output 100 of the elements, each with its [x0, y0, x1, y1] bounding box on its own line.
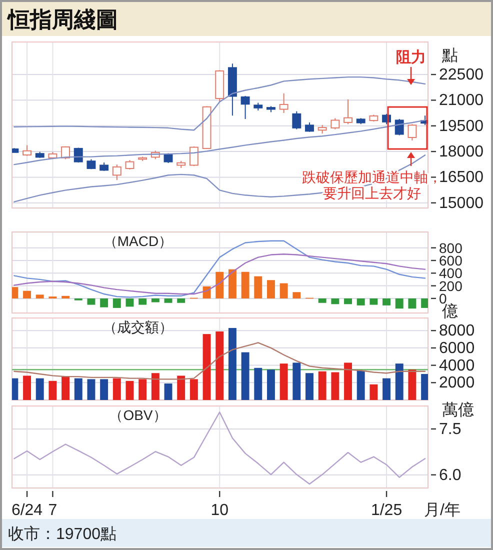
y-tick-label: 21000: [439, 92, 484, 110]
chart-title: （成交額）: [103, 319, 173, 335]
bar: [126, 298, 134, 307]
bar: [190, 379, 198, 400]
bar: [151, 298, 160, 302]
candlestick: [292, 110, 302, 130]
bar: [395, 364, 404, 400]
bar: [100, 379, 108, 400]
chart-title: （OBV）: [109, 407, 167, 423]
bar: [126, 380, 134, 400]
bar: [344, 362, 352, 400]
chart-title: （MACD）: [103, 233, 173, 249]
bar: [48, 380, 57, 400]
bar: [216, 272, 224, 298]
bar: [36, 294, 44, 298]
bar: [254, 276, 262, 298]
y-tick-label: 7.5: [439, 420, 462, 438]
bar: [266, 280, 275, 298]
bar: [344, 298, 352, 304]
y-tick-label: 6.0: [439, 466, 462, 484]
bar: [87, 298, 96, 305]
bar: [100, 298, 108, 308]
line-series: [14, 76, 426, 131]
bar: [112, 378, 121, 400]
y-axis-title: 億: [442, 302, 458, 321]
chart-title: 恒指周綫圖: [6, 7, 118, 33]
bar: [36, 378, 44, 400]
bar: [241, 272, 250, 298]
y-tick-label: 8000: [439, 322, 475, 340]
bar: [382, 378, 391, 400]
text: 收市：19700點: [8, 525, 116, 543]
line-series: [14, 412, 426, 485]
bar: [370, 298, 378, 305]
candlestick: [240, 95, 250, 120]
x-tick-label: 7: [48, 502, 58, 519]
bar: [241, 352, 250, 400]
bar: [151, 373, 160, 400]
y-tick-label: 16500: [439, 169, 484, 186]
line-series: [14, 342, 426, 380]
candlestick: [344, 98, 352, 125]
bar: [292, 362, 301, 400]
bar: [331, 372, 340, 400]
bar: [202, 334, 211, 400]
y-tick-label: 2000: [439, 374, 475, 392]
bar: [280, 283, 288, 298]
bar: [177, 298, 186, 303]
candlestick: [330, 118, 340, 130]
bar: [216, 331, 224, 400]
candlestick: [408, 124, 417, 141]
candlestick: [305, 122, 314, 132]
candlestick: [125, 160, 134, 170]
x-tick-label: 6/24: [11, 502, 43, 519]
bar: [62, 296, 70, 298]
candlestick: [279, 92, 288, 114]
x-tick-label: 1/25: [370, 502, 402, 519]
y-tick-label: 18000: [439, 144, 484, 161]
bar: [112, 298, 121, 308]
y-axis-title: 萬億: [442, 400, 474, 419]
bar: [421, 374, 428, 400]
bar: [306, 373, 314, 400]
bar: [292, 292, 301, 298]
y-tick-label: 6000: [439, 340, 475, 357]
candlestick: [164, 152, 173, 164]
y-tick-label: 19500: [439, 118, 484, 135]
bar: [177, 376, 186, 400]
bar: [254, 368, 262, 400]
y-tick-label: 4000: [439, 357, 475, 374]
bar: [331, 298, 340, 304]
bar: [408, 370, 416, 400]
bar: [280, 364, 288, 400]
candlestick: [61, 146, 70, 160]
bar: [87, 379, 96, 400]
y-tick-label: 22500: [439, 66, 484, 84]
x-axis-title: 月/年: [424, 502, 460, 519]
bar: [408, 298, 416, 309]
candlestick: [394, 118, 404, 136]
bar: [318, 298, 326, 303]
bar: [138, 379, 147, 400]
bar: [395, 298, 404, 309]
bar: [356, 370, 365, 400]
bar: [382, 298, 391, 306]
bar: [138, 298, 147, 305]
bar: [74, 378, 82, 400]
bar: [318, 371, 326, 400]
bar: [266, 370, 275, 400]
candlestick: [22, 144, 32, 156]
bar: [421, 298, 428, 308]
y-tick-label: 15000: [439, 194, 484, 212]
bar: [164, 384, 172, 400]
bar: [23, 290, 31, 298]
x-tick-label: 10: [210, 502, 229, 519]
bar: [370, 384, 378, 400]
y-axis-title: 點: [441, 48, 458, 65]
line-series: [14, 254, 426, 295]
bar: [228, 269, 236, 298]
bar: [356, 298, 365, 306]
annotation: 阻力: [396, 49, 426, 66]
bar: [228, 328, 236, 400]
candlestick: [112, 164, 122, 181]
bar: [164, 298, 172, 303]
